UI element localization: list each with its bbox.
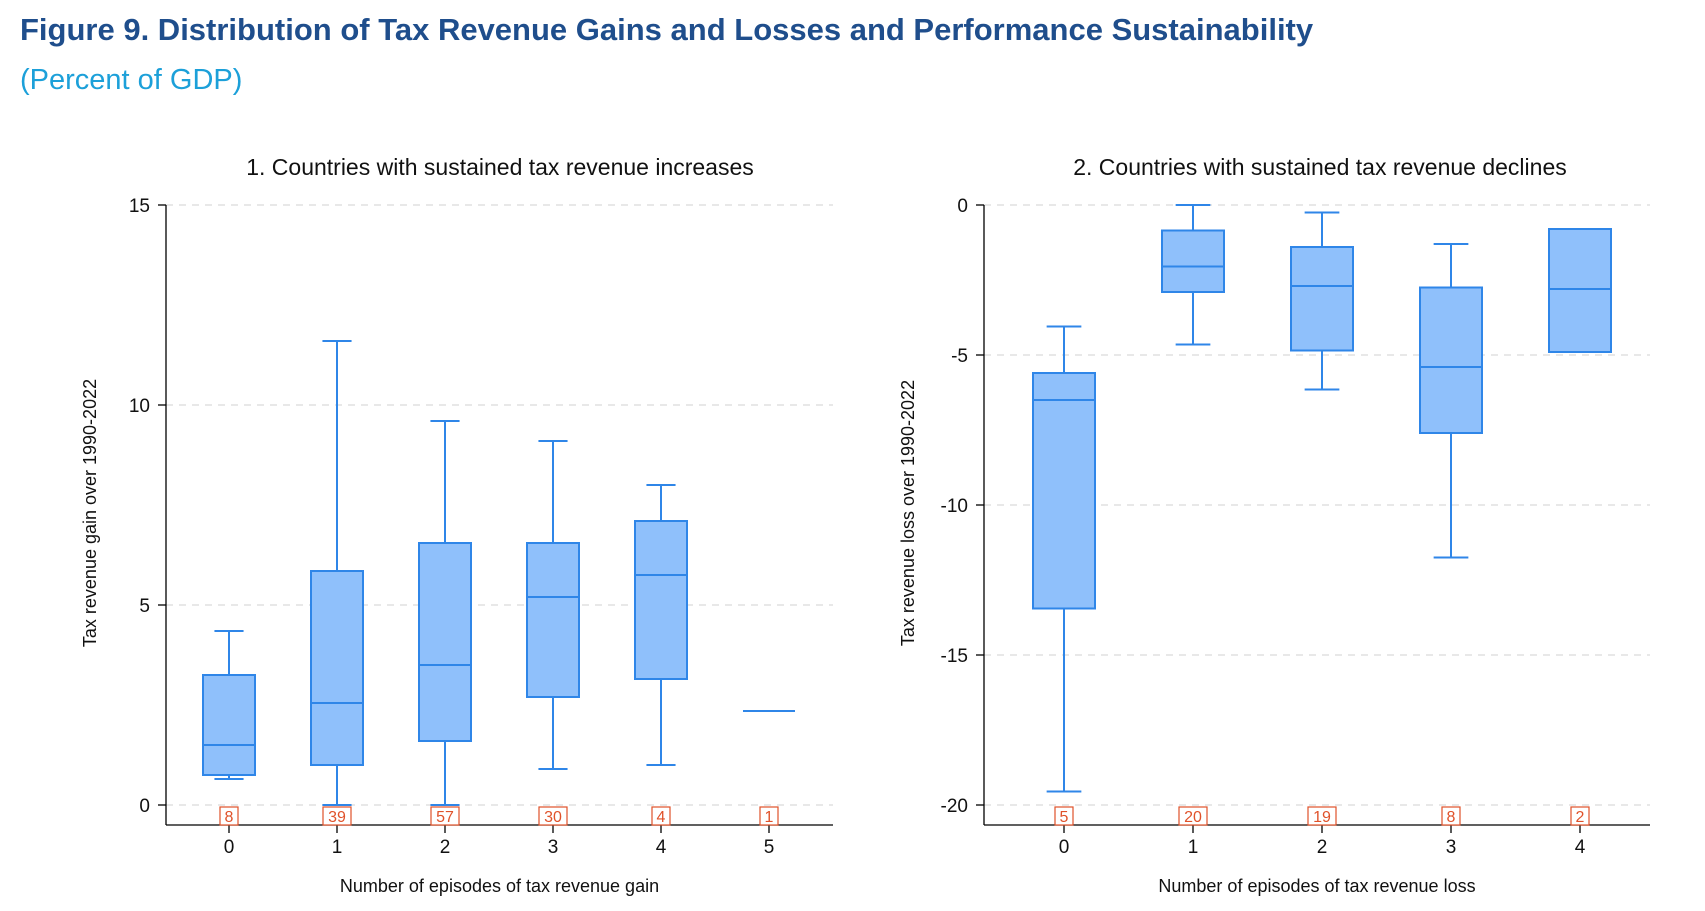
count-label-text: 2	[1576, 809, 1585, 826]
count-label-box	[430, 806, 460, 826]
panel-title: 2. Countries with sustained tax revenue …	[1073, 154, 1567, 180]
count-label-text: 39	[328, 809, 346, 826]
count-label: 20	[1178, 806, 1208, 826]
x-tick-label: 3	[1446, 837, 1457, 858]
x-tick-label: 1	[1188, 837, 1199, 858]
count-label-box	[538, 806, 568, 826]
x-tick-label: 3	[548, 837, 559, 858]
box-3	[1419, 243, 1483, 559]
count-label-box	[219, 806, 239, 826]
x-tick-label: 2	[440, 837, 451, 858]
box-3	[526, 440, 580, 770]
count-label: 2	[1570, 806, 1590, 826]
box-4	[1548, 228, 1612, 353]
box-0	[1032, 325, 1096, 793]
box-1	[310, 340, 364, 806]
count-label-box	[759, 806, 779, 826]
iqr-box	[526, 542, 580, 698]
count-label-text: 20	[1184, 809, 1202, 826]
count-label-text: 4	[657, 809, 666, 826]
iqr-box	[634, 520, 688, 680]
panel-title: 1. Countries with sustained tax revenue …	[246, 154, 754, 180]
x-tick-label: 0	[1059, 837, 1070, 858]
iqr-box	[1032, 372, 1096, 610]
y-tick-label: 0	[139, 796, 150, 817]
iqr-box	[310, 570, 364, 766]
figure-subtitle: (Percent of GDP)	[20, 64, 243, 96]
count-label: 1	[759, 806, 779, 826]
y-tick-label: 0	[957, 196, 968, 217]
count-label: 8	[219, 806, 239, 826]
x-tick-label: 5	[764, 837, 775, 858]
count-label: 5	[1054, 806, 1074, 826]
count-label: 30	[538, 806, 568, 826]
y-tick-label: 15	[129, 196, 150, 217]
count-label-text: 1	[765, 809, 774, 826]
iqr-box	[418, 542, 472, 742]
y-tick-label: 10	[129, 396, 150, 417]
iqr-box	[1290, 246, 1354, 352]
x-tick-label: 2	[1317, 837, 1328, 858]
box-1	[1161, 204, 1225, 346]
count-label: 8	[1441, 806, 1461, 826]
x-tick-label: 1	[332, 837, 343, 858]
x-tick-label: 4	[656, 837, 667, 858]
count-label-box	[1570, 806, 1590, 826]
chart-panel-1: 1. Countries with sustained tax revenue …	[80, 154, 833, 896]
count-label-text: 19	[1313, 809, 1331, 826]
figure-title: Figure 9. Distribution of Tax Revenue Ga…	[20, 12, 1314, 47]
count-label-box	[1054, 806, 1074, 826]
count-label: 4	[651, 806, 671, 826]
count-label-text: 8	[1447, 809, 1456, 826]
x-tick-label: 0	[224, 837, 235, 858]
y-axis-label: Tax revenue gain over 1990-2022	[80, 379, 100, 647]
box-0	[202, 630, 256, 780]
box-2	[1290, 211, 1354, 391]
y-tick-label: 5	[139, 596, 150, 617]
count-label-text: 57	[436, 809, 454, 826]
x-tick-label: 4	[1575, 837, 1586, 858]
y-tick-label: -20	[941, 796, 968, 817]
count-label-box	[322, 806, 352, 826]
count-label-box	[1307, 806, 1337, 826]
y-tick-label: -10	[941, 496, 968, 517]
y-axis-label: Tax revenue loss over 1990-2022	[898, 380, 918, 646]
x-axis-label: Number of episodes of tax revenue gain	[340, 876, 659, 896]
box-4	[634, 484, 688, 766]
count-label-box	[1178, 806, 1208, 826]
iqr-box	[1161, 229, 1225, 293]
x-axis-label: Number of episodes of tax revenue loss	[1158, 876, 1475, 896]
count-label-text: 30	[544, 809, 562, 826]
iqr-box	[1419, 286, 1483, 434]
count-label-box	[651, 806, 671, 826]
count-label: 57	[430, 806, 460, 826]
iqr-box	[202, 674, 256, 776]
count-label: 19	[1307, 806, 1337, 826]
count-label: 39	[322, 806, 352, 826]
count-label-text: 5	[1060, 809, 1069, 826]
y-tick-label: -15	[941, 646, 968, 667]
chart-panel-2: 2. Countries with sustained tax revenue …	[898, 154, 1650, 896]
y-tick-label: -5	[951, 346, 968, 367]
iqr-box	[1548, 228, 1612, 353]
box-2	[418, 420, 472, 806]
count-label-text: 8	[225, 809, 234, 826]
count-label-box	[1441, 806, 1461, 826]
